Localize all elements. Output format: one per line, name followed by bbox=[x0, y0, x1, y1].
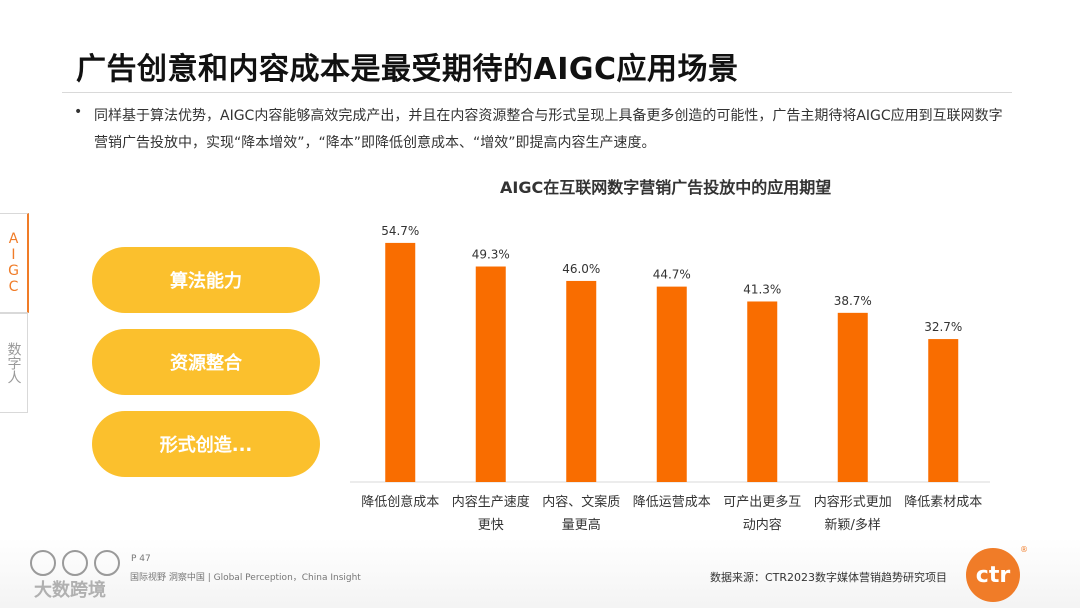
value-label-6: 38.7% bbox=[834, 294, 872, 308]
category-label-5-line-2: 动内容 bbox=[743, 517, 782, 533]
bar-2 bbox=[475, 266, 506, 482]
value-label-5: 41.3% bbox=[743, 282, 781, 296]
category-label-2-line-2: 更快 bbox=[478, 518, 504, 533]
bar-6 bbox=[837, 312, 868, 482]
category-label-6-line-1: 内容形式更加 bbox=[814, 494, 892, 510]
bar-4 bbox=[656, 286, 687, 482]
page-title: 广告创意和内容成本是最受期待的AIGC应用场景 bbox=[76, 52, 739, 87]
footer-background bbox=[0, 538, 1080, 608]
category-label-4-line-1: 降低运营成本 bbox=[633, 495, 711, 510]
title-divider bbox=[62, 92, 1012, 93]
side-tab-digital-human[interactable]: 数字人 bbox=[0, 313, 28, 413]
value-label-7: 32.7% bbox=[924, 320, 962, 334]
bullet-icon: • bbox=[74, 104, 83, 120]
page-number: P 47 bbox=[131, 554, 151, 564]
side-tab-aigc[interactable]: AIGC bbox=[0, 213, 29, 313]
registered-mark: ® bbox=[1020, 545, 1028, 554]
category-label-3-line-2: 量更高 bbox=[562, 517, 601, 533]
value-label-1: 54.7% bbox=[381, 224, 419, 238]
data-source: 数据来源：CTR2023数字媒体营销趋势研究项目 bbox=[710, 571, 948, 584]
category-label-3-line-1: 内容、文案质 bbox=[542, 494, 620, 510]
chart-title: AIGC在互联网数字营销广告投放中的应用期望 bbox=[500, 178, 832, 197]
category-label-1-line-1: 降低创意成本 bbox=[361, 494, 439, 510]
value-label-3: 46.0% bbox=[562, 262, 600, 276]
category-label-2-line-1: 内容生产速度 bbox=[452, 494, 530, 510]
footer-slogan: 国际视野 洞察中国 | Global Perception，China Insi… bbox=[130, 573, 361, 583]
watermark-text: 大数跨境 bbox=[34, 580, 106, 601]
bar-5 bbox=[747, 301, 778, 482]
value-label-2: 49.3% bbox=[472, 248, 510, 262]
value-label-4: 44.7% bbox=[653, 268, 691, 282]
bar-1 bbox=[385, 242, 416, 482]
ctr-logo: ctr bbox=[966, 548, 1020, 602]
bar-7 bbox=[928, 339, 959, 482]
pill-algorithm: 算法能力 bbox=[92, 247, 320, 313]
category-label-5-line-1: 可产出更多互 bbox=[723, 494, 801, 510]
category-label-6-line-2: 新颖/多样 bbox=[825, 517, 881, 533]
category-label-7-line-1: 降低素材成本 bbox=[904, 495, 982, 510]
pill-resource: 资源整合 bbox=[92, 329, 320, 395]
bullet-text: 同样基于算法优势，AIGC内容能够高效完成产出，并且在内容资源整合与形式呈现上具… bbox=[94, 108, 1003, 151]
award-badges bbox=[30, 550, 120, 576]
pill-form: 形式创造... bbox=[92, 411, 320, 477]
bar-3 bbox=[566, 280, 597, 482]
